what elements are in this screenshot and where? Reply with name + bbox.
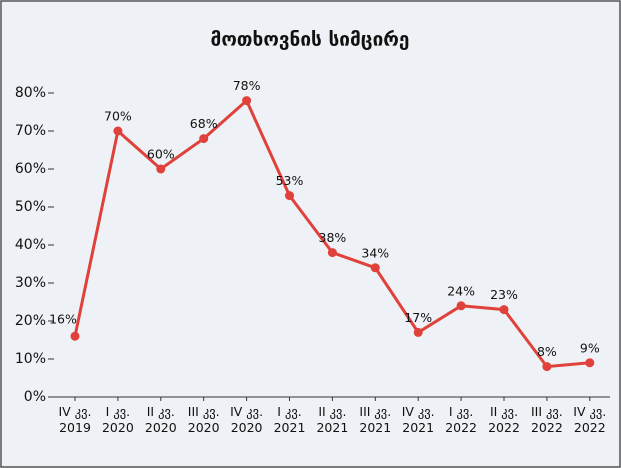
data-label: 34% <box>361 245 389 260</box>
x-tick-label: IV კვ. 2021 <box>401 404 435 435</box>
x-tick-label: III კვ. 2021 <box>359 404 392 435</box>
y-tick-label: 60% <box>15 161 46 177</box>
data-label: 8% <box>537 344 557 359</box>
x-tick-label: IV კვ. 2020 <box>230 404 264 435</box>
y-tick-label: 40% <box>15 237 46 253</box>
data-label: 60% <box>147 147 175 162</box>
point <box>370 263 380 273</box>
point <box>113 126 123 136</box>
point <box>327 248 337 258</box>
point <box>285 191 294 201</box>
x-tick-label: I კვ. 2022 <box>445 404 477 435</box>
x-tick-label: I კვ. 2020 <box>101 404 134 435</box>
point <box>156 164 166 174</box>
point <box>585 358 595 368</box>
y-tick-label: 80% <box>15 85 46 101</box>
point <box>70 331 80 341</box>
data-label: 23% <box>490 287 518 302</box>
data-label: 68% <box>190 116 218 131</box>
data-label: 16% <box>49 312 77 327</box>
y-tick-label: 10% <box>15 351 46 367</box>
x-tick-label: II კვ. 2021 <box>316 404 349 435</box>
data-label: 38% <box>319 230 347 245</box>
y-tick-label: 50% <box>15 199 46 215</box>
data-label: 78% <box>233 78 261 93</box>
data-label: 24% <box>447 283 475 298</box>
x-tick-label: III კვ. 2022 <box>530 404 563 435</box>
x-tick-label: II კვ. 2020 <box>144 404 177 435</box>
chart-title: მოთხოვნის სიმცირე <box>211 29 410 51</box>
x-tick-label: IV კვ. 2019 <box>58 404 92 435</box>
data-label: 70% <box>104 109 132 124</box>
y-tick-label: 30% <box>15 275 46 291</box>
x-tick-label: III კვ. 2020 <box>187 404 220 435</box>
point <box>542 362 552 372</box>
point <box>456 301 466 311</box>
y-tick-label: 70% <box>15 123 46 139</box>
point <box>499 305 509 315</box>
x-tick-label: IV კვ. 2022 <box>573 404 607 435</box>
point <box>199 134 209 144</box>
data-label: 53% <box>276 173 304 188</box>
data-label: 9% <box>580 340 600 355</box>
x-tick-label: II კვ. 2022 <box>488 404 520 435</box>
data-label: 17% <box>404 310 432 325</box>
point <box>242 96 252 106</box>
y-tick-label: 20% <box>15 313 46 329</box>
point <box>413 327 423 337</box>
y-tick-label: 0% <box>24 389 46 405</box>
x-tick-label: I კვ. 2021 <box>273 404 306 435</box>
